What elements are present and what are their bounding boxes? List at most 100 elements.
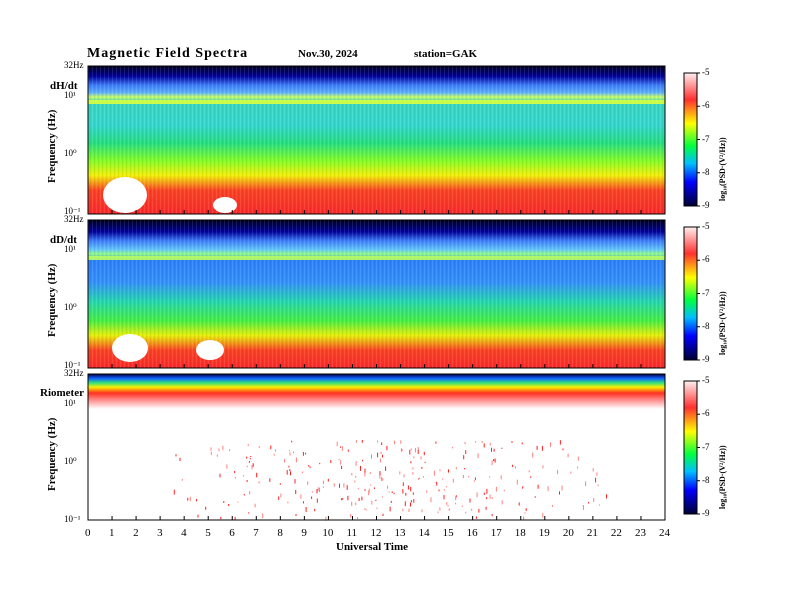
- colorbar-tick-label: -8: [702, 320, 710, 331]
- riometer-speckle-point: [391, 491, 393, 493]
- riometer-speckle-point: [419, 477, 420, 479]
- panel3-ytick-10-0: 10⁰: [64, 456, 77, 466]
- riometer-speckle-point: [491, 447, 492, 452]
- riometer-speckle-point: [446, 502, 448, 505]
- riometer-speckle-point: [486, 488, 488, 494]
- riometer-speckle-point: [567, 453, 569, 458]
- colorbar-title: log₁₀(PSD·(V²/Hz)): [718, 291, 727, 355]
- riometer-speckle-point: [319, 487, 320, 493]
- riometer-speckle-point: [524, 512, 526, 514]
- riometer-speckle-point: [219, 473, 221, 478]
- riometer-speckle-point: [228, 504, 230, 506]
- riometer-speckle-point: [430, 497, 432, 503]
- riometer-speckle-point: [437, 511, 439, 514]
- riometer-speckle-point: [550, 442, 551, 448]
- x-tick-label: 23: [634, 527, 646, 539]
- riometer-speckle-point: [475, 441, 477, 443]
- riometer-speckle-point: [417, 447, 419, 450]
- riometer-speckle-point: [355, 475, 357, 478]
- riometer-speckle-point: [357, 488, 359, 490]
- riometer-speckle-point: [522, 486, 524, 489]
- panel1-ytick-10-m1: 10⁻¹: [64, 206, 81, 216]
- riometer-speckle-point: [293, 451, 294, 454]
- riometer-speckle-point: [489, 494, 491, 499]
- riometer-speckle-point: [463, 455, 465, 460]
- riometer-speckle-point: [542, 465, 544, 469]
- riometer-speckle-point: [343, 483, 345, 488]
- colorbar-tick-label: -7: [702, 287, 710, 298]
- riometer-speckle-point: [412, 472, 414, 475]
- riometer-speckle-point: [483, 492, 485, 495]
- riometer-speckle-point: [448, 469, 449, 473]
- riometer-speckle-point: [301, 471, 303, 474]
- riometer-speckle-point: [439, 469, 441, 472]
- panel1-ytick-10-0: 10⁰: [64, 148, 77, 158]
- panel-label-dd: dD/dt: [50, 234, 77, 246]
- riometer-speckle-point: [462, 475, 464, 478]
- riometer-speckle-point: [465, 450, 467, 454]
- x-tick-label: 22: [610, 527, 622, 539]
- riometer-speckle-point: [340, 460, 342, 465]
- riometer-speckle-point: [443, 495, 445, 500]
- riometer-speckle-point: [291, 440, 293, 443]
- riometer-speckle-point: [364, 468, 366, 473]
- x-axis-ticks: [87, 210, 666, 520]
- riometer-speckle-point: [305, 452, 307, 455]
- riometer-speckle-point: [355, 440, 357, 443]
- x-axis-label: Universal Time: [336, 541, 409, 553]
- riometer-speckle-point: [501, 447, 503, 449]
- riometer-speckle-point: [534, 496, 536, 498]
- riometer-speckle-point: [379, 474, 381, 479]
- riometer-speckle-point: [577, 466, 579, 469]
- riometer-speckle-point: [491, 460, 493, 466]
- panel-dh-spectrogram: [87, 65, 666, 215]
- riometer-speckle-point: [317, 487, 319, 491]
- riometer-speckle-point: [286, 470, 288, 475]
- colorbar-tick-label: -9: [702, 508, 710, 518]
- colorbar-2: [683, 226, 698, 361]
- riometer-speckle-point: [577, 456, 579, 461]
- riometer-speckle-point: [311, 491, 313, 493]
- panel3-y-axis-label: Frequency (Hz): [46, 417, 58, 491]
- riometer-speckle-point: [311, 496, 313, 499]
- riometer-speckle-point: [341, 498, 343, 501]
- riometer-speckle-point: [247, 444, 249, 447]
- riometer-speckle-point: [474, 477, 476, 480]
- riometer-speckle-point: [438, 489, 440, 492]
- riometer-speckle-point: [269, 478, 271, 482]
- riometer-speckle-point: [422, 476, 424, 478]
- riometer-speckle-point: [278, 496, 280, 500]
- riometer-speckle-point: [476, 492, 478, 498]
- riometer-speckle-point: [400, 440, 402, 444]
- riometer-speckle-point: [413, 499, 415, 503]
- riometer-speckle-point: [483, 443, 485, 448]
- panel2-ytick-10-1: 10¹: [64, 244, 76, 254]
- riometer-speckle-point: [340, 446, 341, 448]
- riometer-speckle-point: [369, 472, 371, 474]
- panel2-ytick-10-m1: 10⁻¹: [64, 360, 81, 370]
- riometer-speckle-point: [494, 460, 496, 462]
- colorbar-tick-label: -7: [702, 133, 710, 144]
- riometer-speckle-point: [341, 446, 343, 451]
- riometer-speckle-point: [537, 484, 539, 489]
- panel-label-riometer: Riometer: [40, 387, 84, 399]
- riometer-speckle-point: [471, 508, 473, 511]
- riometer-speckle-point: [175, 454, 177, 457]
- riometer-speckle-point: [511, 441, 513, 443]
- riometer-speckle-point: [376, 507, 378, 509]
- riometer-speckle-point: [307, 481, 309, 485]
- riometer-speckle-point: [252, 463, 254, 467]
- riometer-speckle-point: [309, 466, 311, 469]
- x-tick-label: 21: [586, 527, 598, 539]
- riometer-speckle-point: [475, 516, 477, 519]
- riometer-speckle-point: [354, 480, 356, 483]
- x-tick-label: 0: [85, 527, 91, 539]
- panel3-top-tick: 32Hz: [64, 368, 84, 378]
- riometer-speckle-point: [210, 451, 212, 455]
- riometer-speckle-point: [593, 497, 595, 502]
- x-tick-label: 6: [229, 527, 235, 539]
- riometer-speckle: [173, 440, 607, 521]
- riometer-speckle-point: [452, 478, 454, 483]
- riometer-speckle-point: [347, 449, 349, 452]
- riometer-speckle-point: [270, 445, 272, 450]
